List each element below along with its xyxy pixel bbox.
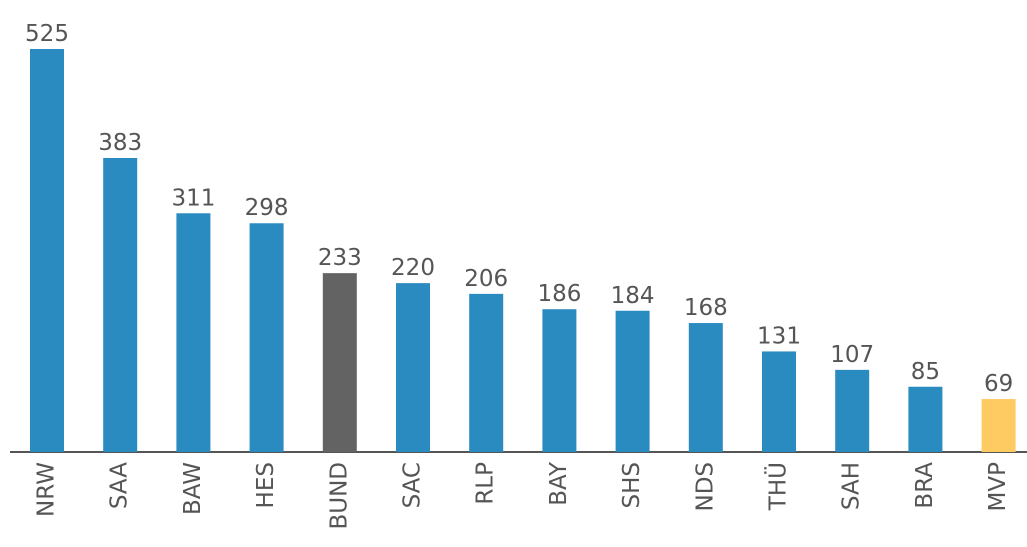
bar <box>615 310 650 452</box>
bar <box>396 283 430 452</box>
bar <box>835 369 870 452</box>
bar <box>469 293 504 452</box>
bar <box>103 158 138 453</box>
x-tick-label: NRW <box>34 462 60 517</box>
x-tick-label: SHS <box>619 462 645 509</box>
value-label: 186 <box>537 281 581 307</box>
x-tick-label: MVP <box>985 462 1011 512</box>
x-tick-label: SAA <box>107 462 133 509</box>
value-label: 220 <box>391 255 435 281</box>
value-label: 298 <box>245 195 289 221</box>
bar <box>176 213 211 452</box>
x-tick-label: BAY <box>546 461 572 506</box>
x-tick-label: BAW <box>180 462 206 515</box>
bar <box>249 223 284 452</box>
value-label: 131 <box>757 323 801 349</box>
value-label: 311 <box>171 185 215 211</box>
value-label: 383 <box>98 130 142 156</box>
bar <box>908 386 943 452</box>
value-label: 69 <box>984 371 1013 397</box>
x-tick-label: THÜ <box>764 462 792 511</box>
value-label: 168 <box>684 295 728 321</box>
value-label: 107 <box>830 342 874 368</box>
x-tick-label: NDS <box>692 462 718 512</box>
x-tick-label: RLP <box>473 462 499 505</box>
x-tick-label: BUND <box>326 462 352 530</box>
value-label: 206 <box>464 266 508 292</box>
bar <box>688 323 723 452</box>
value-label: 233 <box>318 245 362 271</box>
x-tick-label: SAH <box>839 462 865 510</box>
bar <box>762 351 796 452</box>
value-label: 184 <box>611 283 655 309</box>
value-label: 525 <box>25 21 69 47</box>
value-label: 85 <box>911 359 940 385</box>
x-tick-label: HES <box>253 462 279 508</box>
x-tick-label: BRA <box>912 462 938 509</box>
bar <box>981 399 1016 452</box>
bar <box>542 309 577 452</box>
bar <box>30 49 64 452</box>
x-tick-label: SAC <box>400 462 426 508</box>
bar <box>322 273 357 452</box>
